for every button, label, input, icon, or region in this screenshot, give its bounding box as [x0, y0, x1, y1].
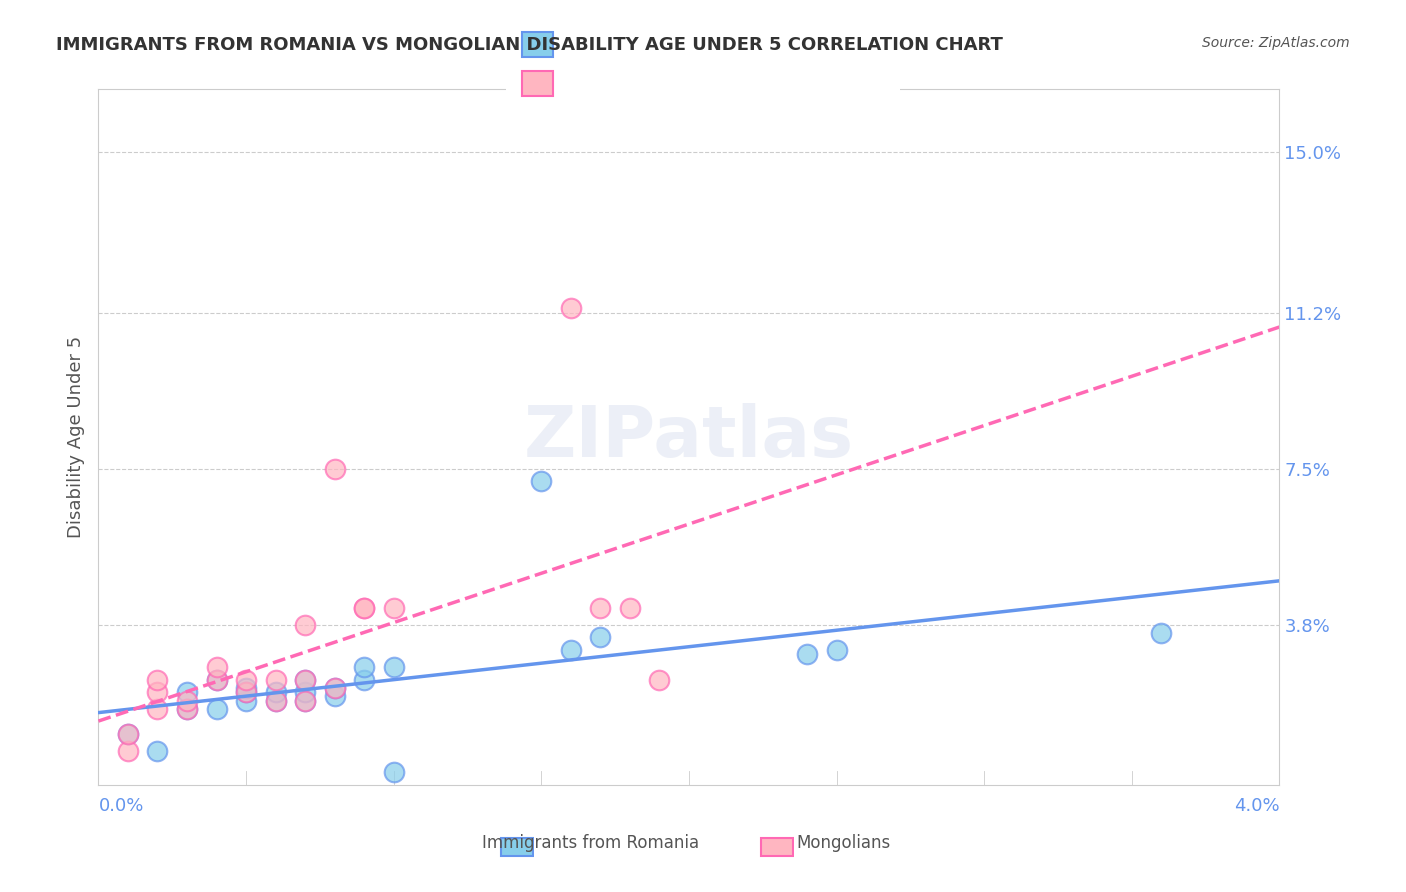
Point: [235, 685, 257, 699]
Point: [235, 673, 257, 687]
Text: Source: ZipAtlas.com: Source: ZipAtlas.com: [1202, 36, 1350, 50]
Point: [530, 475, 553, 489]
Text: ZIPatlas: ZIPatlas: [524, 402, 853, 472]
Text: 0.0%: 0.0%: [98, 797, 143, 815]
Point: [146, 702, 169, 716]
Point: [264, 673, 287, 687]
Text: R =  0.544: R = 0.544: [569, 75, 665, 93]
Bar: [761, 838, 793, 856]
Point: [294, 617, 316, 632]
Point: [205, 673, 228, 687]
Point: [353, 660, 375, 674]
Point: [560, 643, 582, 657]
Point: [382, 765, 405, 780]
Text: N = 26: N = 26: [742, 36, 806, 54]
Point: [176, 702, 198, 716]
Bar: [522, 32, 554, 57]
Point: [353, 600, 375, 615]
Point: [205, 673, 228, 687]
FancyBboxPatch shape: [498, 16, 908, 109]
Point: [235, 685, 257, 699]
Point: [353, 673, 375, 687]
Point: [648, 673, 671, 687]
Point: [560, 301, 582, 316]
Point: [117, 727, 139, 741]
Point: [294, 693, 316, 707]
Point: [235, 681, 257, 695]
Text: N = 25: N = 25: [742, 75, 806, 93]
Point: [589, 600, 612, 615]
Point: [294, 693, 316, 707]
Point: [825, 643, 848, 657]
Text: R =  0.291: R = 0.291: [569, 36, 665, 54]
Point: [323, 681, 346, 695]
Text: IMMIGRANTS FROM ROMANIA VS MONGOLIAN DISABILITY AGE UNDER 5 CORRELATION CHART: IMMIGRANTS FROM ROMANIA VS MONGOLIAN DIS…: [56, 36, 1002, 54]
Point: [264, 693, 287, 707]
Text: 4.0%: 4.0%: [1234, 797, 1279, 815]
Point: [323, 681, 346, 695]
Point: [1150, 626, 1173, 640]
Point: [117, 744, 139, 758]
Point: [117, 727, 139, 741]
Bar: [501, 838, 533, 856]
Point: [264, 693, 287, 707]
Point: [382, 600, 405, 615]
Point: [146, 685, 169, 699]
Point: [323, 690, 346, 704]
Point: [205, 660, 228, 674]
Point: [146, 744, 169, 758]
Point: [176, 685, 198, 699]
Point: [323, 461, 346, 475]
Point: [382, 660, 405, 674]
Text: Immigrants from Romania: Immigrants from Romania: [482, 834, 699, 852]
Y-axis label: Disability Age Under 5: Disability Age Under 5: [66, 336, 84, 538]
Bar: [522, 71, 554, 96]
Point: [176, 693, 198, 707]
Point: [796, 647, 818, 661]
Point: [176, 702, 198, 716]
Point: [294, 685, 316, 699]
Point: [235, 693, 257, 707]
Point: [619, 600, 641, 615]
Point: [264, 685, 287, 699]
Point: [589, 631, 612, 645]
Point: [294, 673, 316, 687]
Text: Mongolians: Mongolians: [796, 834, 891, 852]
Point: [353, 600, 375, 615]
Point: [294, 673, 316, 687]
Point: [146, 673, 169, 687]
Point: [205, 702, 228, 716]
